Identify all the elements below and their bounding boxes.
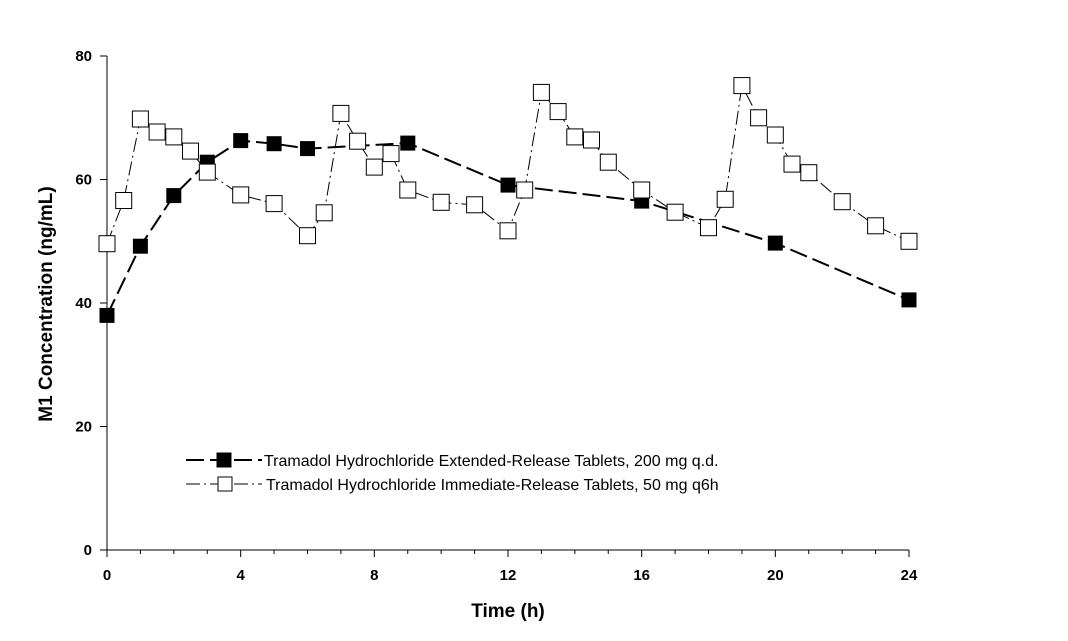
legend-label-immediate-release: Tramadol Hydrochloride Immediate-Release… <box>266 477 719 494</box>
x-axis-title: Time (h) <box>471 601 545 622</box>
series-immediate-release <box>98 77 918 253</box>
y-tick-label: 0 <box>84 542 92 559</box>
data-point-extended-release <box>99 307 115 323</box>
series-extended-release <box>99 133 917 323</box>
data-point-immediate-release <box>265 195 283 213</box>
data-point-immediate-release <box>198 163 216 181</box>
x-tick-label: 4 <box>236 567 245 584</box>
data-point-immediate-release <box>382 145 400 163</box>
y-tick-label: 20 <box>75 419 92 436</box>
data-point-immediate-release <box>800 164 818 182</box>
data-point-immediate-release <box>532 83 550 101</box>
data-point-immediate-release <box>599 153 617 171</box>
data-point-immediate-release <box>666 203 684 221</box>
data-point-immediate-release <box>98 235 116 253</box>
data-point-immediate-release <box>583 131 600 149</box>
data-point-immediate-release <box>733 77 751 95</box>
data-point-immediate-release <box>182 142 199 160</box>
data-point-immediate-release <box>867 217 885 235</box>
x-tick-label: 24 <box>901 567 918 584</box>
data-point-immediate-release <box>315 204 333 222</box>
data-point-extended-release <box>233 133 249 149</box>
data-point-immediate-release <box>549 103 567 121</box>
data-point-extended-release <box>166 188 182 204</box>
x-tick-label: 16 <box>633 567 650 584</box>
data-point-immediate-release <box>783 155 801 173</box>
data-point-immediate-release <box>700 219 717 237</box>
data-point-extended-release <box>400 135 416 151</box>
data-point-immediate-release <box>332 104 350 122</box>
data-point-immediate-release <box>750 109 768 127</box>
data-point-immediate-release <box>165 128 183 146</box>
data-point-immediate-release <box>633 181 651 199</box>
data-point-immediate-release <box>365 158 383 176</box>
legend-item-extended-release: Tramadol Hydrochloride Extended-Release … <box>186 452 718 470</box>
data-point-immediate-release <box>900 232 918 250</box>
data-point-immediate-release <box>766 126 784 144</box>
data-point-immediate-release <box>399 181 417 199</box>
data-point-immediate-release <box>716 190 734 208</box>
data-point-immediate-release <box>499 222 517 240</box>
x-tick-label: 8 <box>370 567 378 584</box>
data-point-extended-release <box>300 141 315 157</box>
data-point-immediate-release <box>131 110 149 128</box>
data-point-immediate-release <box>148 123 166 141</box>
data-point-immediate-release <box>566 128 584 146</box>
axes: 0 4 8 12 16 20 24 0 20 40 60 80 <box>75 48 918 584</box>
data-point-immediate-release <box>466 196 484 214</box>
legend-label-extended-release: Tramadol Hydrochloride Extended-Release … <box>264 453 718 470</box>
series-line-extended-release <box>106 139 910 316</box>
series-layer <box>98 77 918 323</box>
data-point-extended-release <box>901 292 917 308</box>
data-point-immediate-release <box>115 192 133 209</box>
data-point-immediate-release <box>232 186 250 204</box>
y-tick-label: 40 <box>75 295 92 312</box>
data-point-extended-release <box>266 136 282 152</box>
data-point-immediate-release <box>299 227 316 245</box>
legend-marker-open-square <box>217 476 233 492</box>
x-tick-label: 12 <box>500 567 517 584</box>
x-tick-label: 20 <box>767 567 784 584</box>
data-point-extended-release <box>767 235 783 251</box>
legend-item-immediate-release: Tramadol Hydrochloride Immediate-Release… <box>186 476 719 494</box>
legend: Tramadol Hydrochloride Extended-Release … <box>186 452 719 494</box>
data-point-extended-release <box>132 238 148 254</box>
y-tick-label: 60 <box>75 172 92 189</box>
data-point-immediate-release <box>432 193 450 211</box>
data-point-extended-release <box>500 177 516 193</box>
y-axis-title: M1 Concentration (ng/mL) <box>36 186 57 421</box>
x-tick-label: 0 <box>103 567 111 584</box>
data-point-immediate-release <box>833 193 851 211</box>
data-point-immediate-release <box>516 181 534 199</box>
y-tick-label: 80 <box>75 48 92 65</box>
data-point-immediate-release <box>349 132 367 150</box>
legend-marker-filled-square <box>216 452 232 468</box>
